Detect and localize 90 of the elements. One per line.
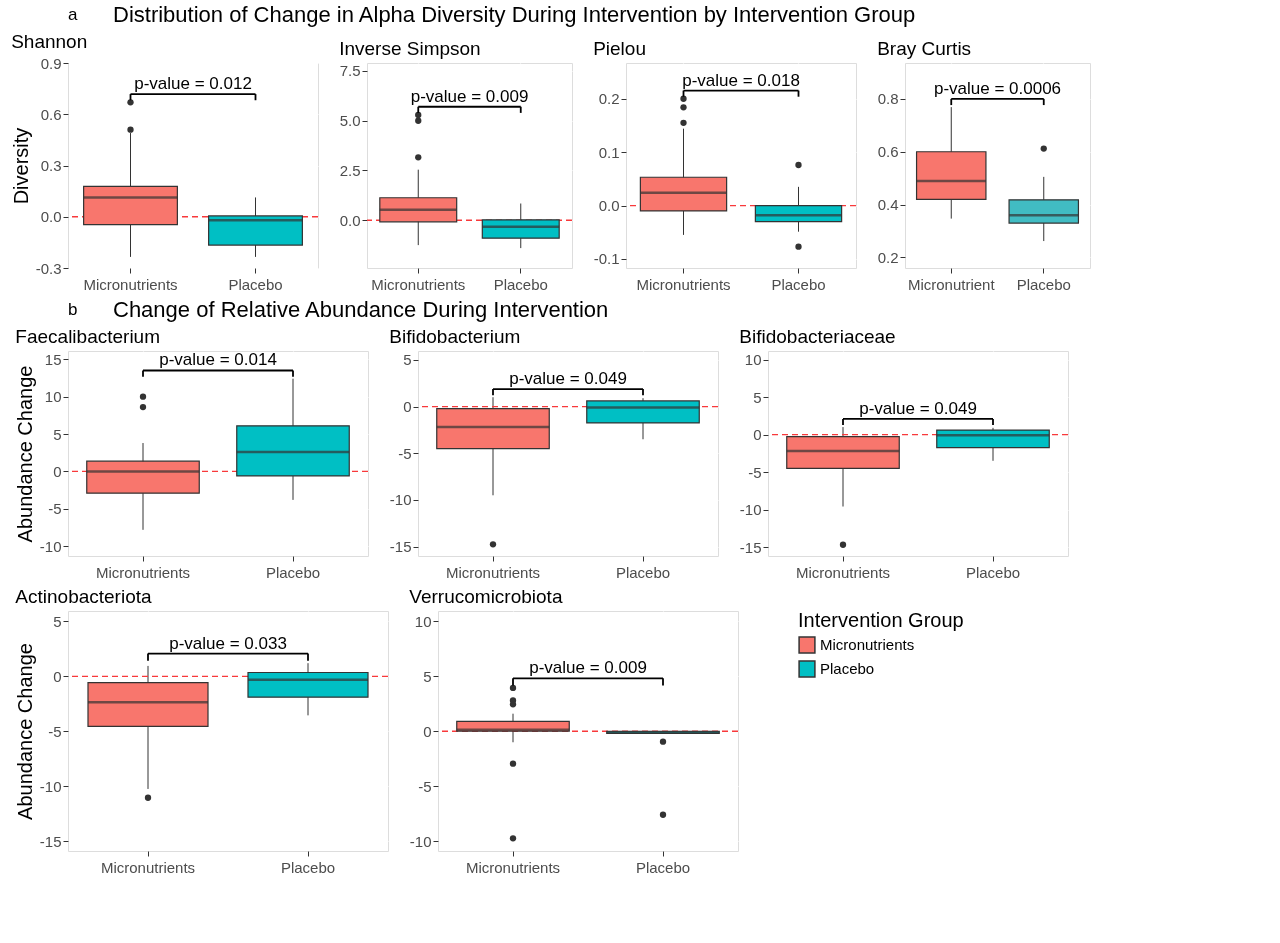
y-tick-label: 5: [753, 388, 762, 406]
y-tick-label: -10: [389, 491, 412, 509]
x-tick-label: Micronutrients: [636, 275, 731, 293]
x-tick-label: Placebo: [493, 275, 548, 293]
text: Distribution of Change in Alpha Diversity During Intervention by Intervention Group: [113, 2, 916, 27]
y-tick-label: 5: [53, 425, 62, 443]
y-tick-label: 0.6: [40, 105, 62, 123]
chart-subtitle: Inverse Simpson: [339, 38, 481, 59]
legend-title: Intervention Group: [798, 609, 964, 631]
chart-subtitle: Verrucomicrobiota: [409, 586, 563, 607]
y-tick-label: 10: [44, 388, 62, 406]
y-tick-label: -15: [739, 538, 762, 556]
y-tick-label: 0.2: [877, 248, 899, 266]
legend-label: Placebo: [820, 660, 875, 677]
y-tick-label: -10: [39, 537, 62, 555]
y-tick-label: -10: [39, 777, 62, 795]
annotation: p-value = 0.012: [134, 74, 252, 94]
y-tick-label: 0.4: [877, 196, 899, 214]
y-tick-label: 0: [403, 398, 412, 416]
y-tick-label: 0: [53, 667, 62, 685]
y-tick-label: -10: [409, 832, 432, 850]
y-tick-label: 0.3: [40, 157, 62, 174]
y-tick-label: 0.1: [598, 143, 620, 161]
x-tick-label: Micronutrients: [371, 275, 466, 293]
y-tick-label: 0.9: [40, 54, 62, 72]
y-tick-label: -5: [48, 722, 62, 740]
x-tick-label: Micronutrient: [907, 275, 996, 293]
y-tick-label: 0.0: [598, 197, 620, 215]
y-axis-title: Abundance Change: [13, 365, 36, 543]
x-tick-label: Placebo: [265, 563, 321, 581]
y-tick-label: 0.0: [339, 211, 361, 229]
y-tick-label: 2.5: [339, 161, 361, 179]
y-tick-label: 0: [753, 426, 762, 444]
y-tick-label: 0.8: [877, 90, 899, 108]
y-tick-label: -0.3: [35, 259, 62, 277]
x-tick-label: Placebo: [635, 858, 691, 876]
y-tick-label: 0: [423, 722, 432, 740]
y-tick-label: 5: [423, 667, 432, 685]
x-tick-label: Micronutrients: [83, 275, 178, 293]
text: a: [68, 5, 78, 24]
y-tick-label: 0.6: [877, 143, 899, 161]
chart-subtitle: Actinobacteriota: [15, 586, 152, 607]
y-axis-title: Diversity: [9, 127, 32, 205]
y-tick-label: -0.1: [593, 250, 620, 268]
y-tick-label: -5: [398, 444, 412, 462]
text: b: [68, 300, 78, 319]
chart-subtitle: Bray Curtis: [877, 38, 972, 59]
x-tick-label: Micronutrients: [100, 858, 196, 876]
y-tick-label: -5: [418, 777, 432, 795]
y-tick-label: 5: [403, 351, 412, 369]
x-tick-label: Micronutrients: [795, 563, 891, 581]
y-tick-label: -15: [389, 538, 412, 556]
annotation: p-value = 0.009: [529, 658, 647, 678]
chart-subtitle: Bifidobacterium: [389, 326, 521, 347]
x-tick-label: Placebo: [615, 563, 671, 581]
x-tick-label: Placebo: [1016, 275, 1071, 293]
annotation: p-value = 0.009: [410, 86, 529, 106]
y-tick-label: 5.0: [339, 112, 361, 130]
y-tick-label: 0.0: [40, 208, 62, 226]
x-tick-label: Micronutrients: [465, 858, 561, 876]
legend-label: Micronutrients: [820, 636, 915, 653]
y-axis-title: Abundance Change: [13, 643, 36, 820]
annotation: p-value = 0.018: [682, 70, 800, 90]
y-tick-label: -5: [748, 463, 762, 481]
y-tick-label: 15: [44, 350, 62, 368]
x-tick-label: Placebo: [965, 563, 1021, 581]
annotation: p-value = 0.049: [859, 398, 977, 418]
x-tick-label: Placebo: [771, 275, 826, 293]
x-tick-label: Micronutrients: [445, 563, 541, 581]
chart-title: Change of Relative Abundance During Intervention: [113, 297, 609, 322]
y-tick-label: -10: [739, 501, 762, 519]
annotation: p-value = 0.049: [509, 369, 627, 389]
chart-subtitle: Pielou: [593, 38, 646, 59]
x-tick-label: Micronutrients: [95, 563, 191, 581]
annotation: p-value = 0.014: [159, 350, 277, 370]
y-tick-label: -5: [48, 500, 62, 518]
chart-subtitle: Faecalibacterium: [15, 326, 160, 347]
y-tick-label: 0.2: [598, 90, 620, 108]
annotation: p-value = 0.0006: [933, 78, 1062, 98]
y-tick-label: 10: [414, 612, 432, 630]
y-tick-label: 0: [53, 462, 62, 480]
y-tick-label: 10: [744, 351, 762, 369]
x-tick-label: Placebo: [228, 275, 283, 293]
annotation: p-value = 0.033: [169, 633, 287, 653]
y-tick-label: 7.5: [339, 62, 361, 80]
chart-subtitle: Shannon: [11, 31, 88, 52]
y-tick-label: 5: [53, 612, 62, 630]
x-tick-label: Placebo: [280, 858, 336, 876]
y-tick-label: -15: [39, 832, 62, 850]
chart-subtitle: Bifidobacteriaceae: [739, 326, 896, 347]
